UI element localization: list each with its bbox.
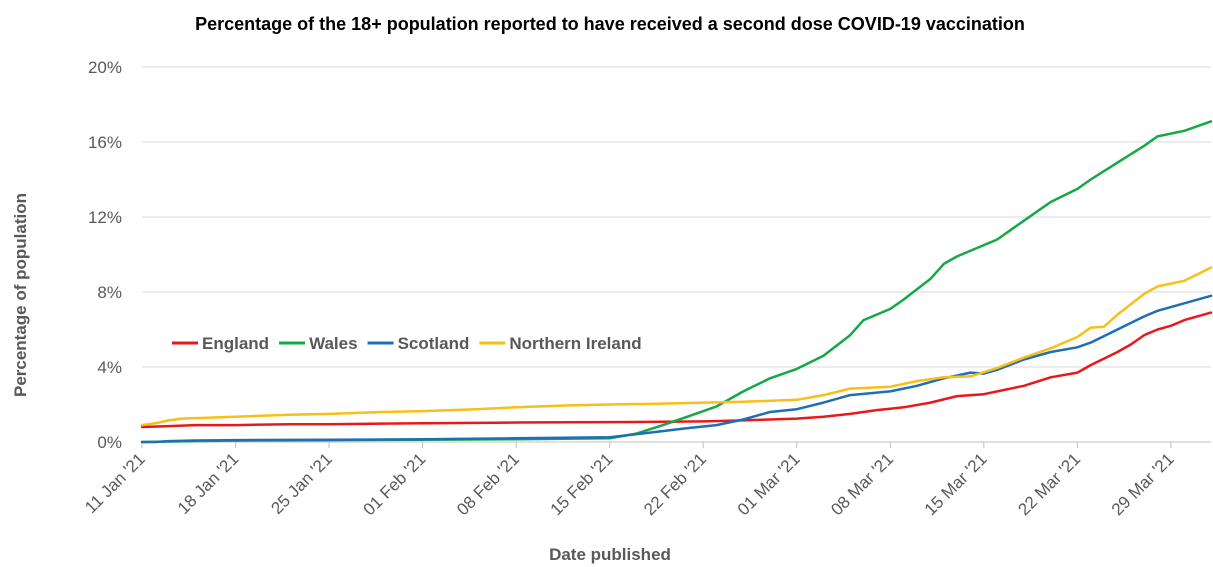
x-tick-label: 29 Mar '21 bbox=[1108, 449, 1178, 519]
y-tick-label: 0% bbox=[97, 433, 122, 452]
x-tick-label: 08 Feb '21 bbox=[453, 449, 523, 519]
x-tick-label: 22 Mar '21 bbox=[1014, 449, 1084, 519]
legend: England Wales Scotland Northern Ireland bbox=[172, 334, 642, 353]
legend-label-scotland: Scotland bbox=[398, 334, 470, 353]
legend-label-england: England bbox=[202, 334, 269, 353]
x-axis-ticks: 11 Jan '21 18 Jan '21 25 Jan '21 01 Feb '21… bbox=[81, 442, 1178, 519]
x-tick-label: 15 Feb '21 bbox=[547, 449, 617, 519]
y-axis-label: Percentage of population bbox=[11, 193, 30, 397]
legend-label-wales: Wales bbox=[309, 334, 358, 353]
x-tick-label: 18 Jan '21 bbox=[174, 449, 243, 518]
y-axis-ticks: 0% 4% 8% 12% 16% 20% bbox=[88, 58, 122, 452]
x-tick-label: 15 Mar '21 bbox=[921, 449, 991, 519]
y-tick-label: 20% bbox=[88, 58, 122, 77]
x-tick-label: 11 Jan '21 bbox=[81, 449, 149, 517]
x-tick-label: 25 Jan '21 bbox=[267, 449, 336, 518]
y-tick-label: 16% bbox=[88, 133, 122, 152]
x-tick-label: 01 Mar '21 bbox=[734, 449, 804, 519]
x-tick-label: 22 Feb '21 bbox=[640, 449, 710, 519]
x-tick-label: 01 Feb '21 bbox=[360, 449, 430, 519]
series-line-scotland bbox=[140, 294, 1213, 444]
series-lines bbox=[140, 120, 1213, 444]
series-line-wales bbox=[140, 120, 1213, 444]
legend-label-northern-ireland: Northern Ireland bbox=[509, 334, 641, 353]
x-axis-label: Date published bbox=[549, 545, 671, 564]
series-line-england bbox=[140, 311, 1213, 429]
gridlines bbox=[142, 66, 1211, 368]
y-tick-label: 8% bbox=[97, 283, 122, 302]
chart-title: Percentage of the 18+ population reporte… bbox=[195, 14, 1025, 34]
y-tick-label: 4% bbox=[97, 358, 122, 377]
y-tick-label: 12% bbox=[88, 208, 122, 227]
x-tick-label: 08 Mar '21 bbox=[827, 449, 897, 519]
series-line-northern-ireland bbox=[140, 266, 1213, 427]
